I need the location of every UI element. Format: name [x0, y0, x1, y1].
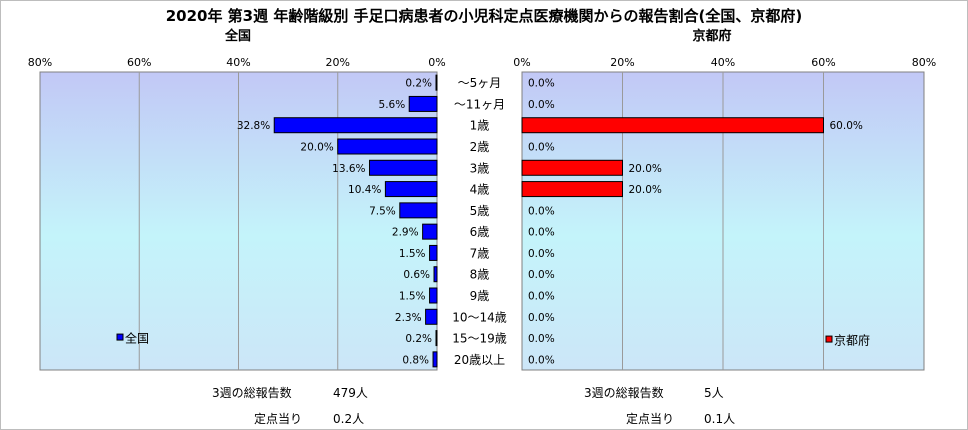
kyoto-data-label: 0.0%	[528, 312, 555, 324]
national-x-tick-label: 80%	[28, 56, 52, 69]
national-data-label: 0.8%	[402, 354, 429, 366]
category-label: 3歳	[470, 161, 490, 175]
category-label: 10～14歳	[452, 310, 507, 324]
national-bar	[273, 117, 438, 134]
kyoto-data-label: 0.0%	[528, 99, 555, 111]
kyoto-bar	[521, 159, 623, 176]
kyoto-data-label: 0.0%	[528, 333, 555, 345]
national-data-label: 1.5%	[399, 248, 426, 260]
national-bar	[422, 223, 438, 240]
national-legend-swatch	[116, 333, 124, 341]
kyoto-per-site-label: 定点当り	[626, 412, 675, 426]
category-label: ～5ヶ月	[458, 76, 502, 90]
national-bar	[408, 95, 438, 112]
category-label: 1歳	[470, 119, 490, 133]
national-total-value: 479人	[333, 386, 368, 400]
national-total-label: 3週の総報告数	[212, 386, 292, 400]
national-x-tick-label: 0%	[428, 56, 445, 69]
national-panel-title: 全国	[224, 29, 251, 44]
kyoto-bar	[521, 181, 623, 198]
kyoto-data-label: 0.0%	[528, 248, 555, 260]
kyoto-data-label: 0.0%	[528, 354, 555, 366]
national-data-label: 32.8%	[237, 120, 270, 132]
national-x-tick-label: 60%	[127, 56, 151, 69]
category-label: 8歳	[470, 268, 490, 282]
national-bar	[337, 138, 438, 155]
kyoto-data-label: 0.0%	[528, 269, 555, 281]
kyoto-panel-title: 京都府	[692, 29, 732, 44]
national-data-label: 5.6%	[379, 99, 406, 111]
national-bar	[429, 287, 438, 304]
kyoto-data-label: 0.0%	[528, 142, 555, 154]
kyoto-x-tick-label: 80%	[912, 56, 936, 69]
national-bar	[429, 244, 438, 261]
category-label: 6歳	[470, 225, 490, 239]
national-bar	[435, 330, 438, 347]
national-bar	[433, 266, 438, 283]
kyoto-data-label: 0.0%	[528, 78, 555, 90]
national-bar	[384, 181, 438, 198]
national-x-tick-label: 40%	[226, 56, 250, 69]
kyoto-data-label: 0.0%	[528, 227, 555, 239]
category-label: 2歳	[470, 140, 490, 154]
national-bar	[399, 202, 438, 219]
category-label: ～11ヶ月	[454, 97, 505, 111]
national-data-label: 13.6%	[332, 163, 365, 175]
kyoto-data-label: 20.0%	[629, 184, 662, 196]
kyoto-legend-swatch	[825, 335, 833, 343]
national-x-tick-label: 20%	[326, 56, 350, 69]
national-data-label: 0.6%	[403, 269, 430, 281]
national-bar	[369, 159, 438, 176]
national-data-label: 0.2%	[405, 78, 432, 90]
kyoto-data-label: 20.0%	[629, 163, 662, 175]
national-data-label: 1.5%	[399, 291, 426, 303]
national-data-label: 2.3%	[395, 312, 422, 324]
national-data-label: 2.9%	[392, 227, 419, 239]
kyoto-data-label: 0.0%	[528, 205, 555, 217]
national-per-site-value: 0.2人	[333, 412, 365, 426]
national-data-label: 10.4%	[348, 184, 381, 196]
category-label: 15～19歳	[452, 332, 507, 346]
category-label: 7歳	[470, 246, 490, 260]
national-data-label: 0.2%	[405, 333, 432, 345]
national-per-site-label: 定点当り	[254, 412, 303, 426]
kyoto-x-tick-label: 40%	[711, 56, 735, 69]
national-bar	[435, 74, 438, 91]
category-label: 9歳	[470, 289, 490, 303]
kyoto-data-label: 0.0%	[528, 291, 555, 303]
national-data-label: 20.0%	[300, 142, 333, 154]
national-bar	[432, 351, 438, 368]
category-label: 20歳以上	[454, 353, 505, 367]
national-bar	[425, 308, 438, 325]
category-label: 5歳	[470, 204, 490, 218]
kyoto-legend-label: 京都府	[834, 333, 870, 348]
kyoto-per-site-value: 0.1人	[704, 412, 736, 426]
kyoto-x-tick-label: 20%	[610, 56, 634, 69]
kyoto-x-tick-label: 0%	[513, 56, 530, 69]
kyoto-total-label: 3週の総報告数	[584, 386, 664, 400]
category-label: 4歳	[470, 183, 490, 197]
national-legend-label: 全国	[125, 331, 149, 346]
chart-title: 2020年 第3週 年齢階級別 手足口病患者の小児科定点医療機関からの報告割合(…	[165, 7, 803, 25]
national-data-label: 7.5%	[369, 205, 396, 217]
kyoto-x-tick-label: 60%	[811, 56, 835, 69]
kyoto-total-value: 5人	[704, 386, 724, 400]
kyoto-bar	[521, 117, 824, 134]
kyoto-data-label: 60.0%	[830, 120, 863, 132]
